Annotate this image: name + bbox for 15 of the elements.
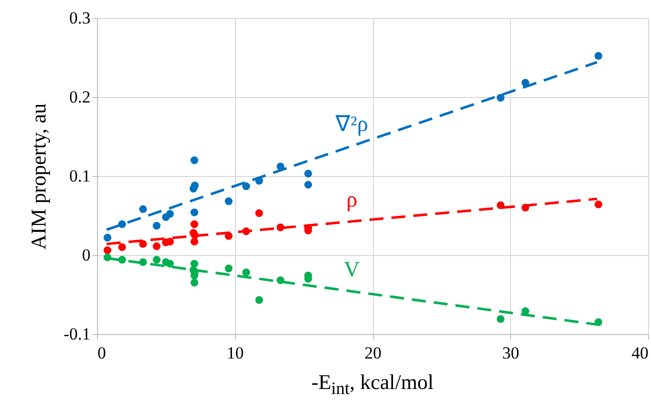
series-label: ∇²ρ — [334, 110, 368, 136]
y-tick-label: 0.1 — [69, 166, 90, 186]
x-tick-label: 0 — [98, 344, 106, 362]
series-label: V — [344, 256, 360, 282]
series-label: ρ — [346, 186, 358, 212]
y-tick-label: 0.2 — [69, 88, 90, 106]
x-tick-label: 20 — [364, 344, 382, 362]
y-tick-label: 0 — [82, 246, 90, 264]
y-tick-label: 0.3 — [69, 8, 90, 28]
x-tick-label: 30 — [502, 344, 520, 362]
y-axis-title: AIM property, au — [26, 102, 51, 250]
x-tick-label: 10 — [226, 344, 244, 362]
x-axis-title: -E$_{int}$, kcal/mol — [310, 370, 435, 400]
x-tick-label: 40 — [632, 344, 648, 362]
y-tick-label: -0.1 — [64, 324, 90, 344]
